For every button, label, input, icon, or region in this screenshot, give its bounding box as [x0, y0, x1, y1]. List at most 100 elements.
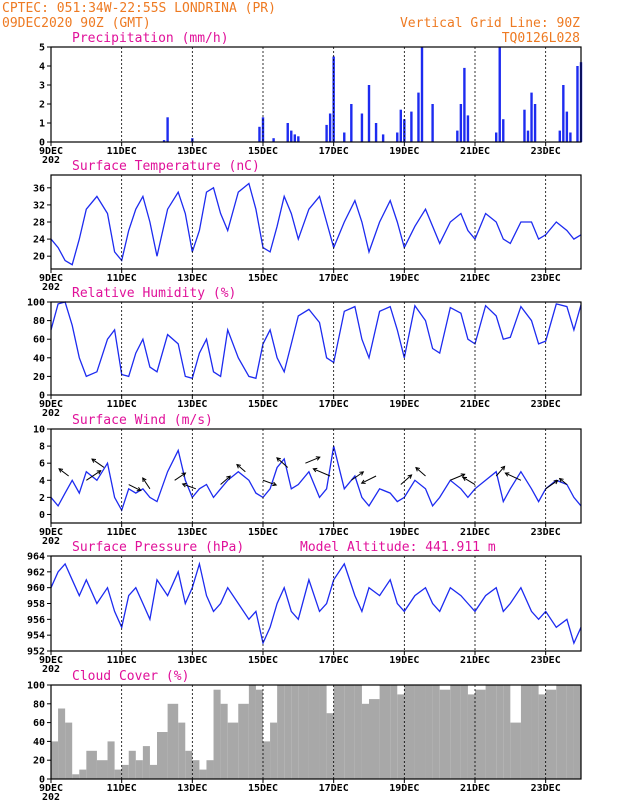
wind-arrow-head [360, 479, 366, 484]
precip-bar [431, 104, 434, 142]
cloud-bar [255, 689, 263, 779]
cloud-bar [277, 685, 285, 779]
y-tick-label: 60 [33, 335, 45, 346]
wind-arrow [305, 456, 321, 464]
wind-arrow-shaft [361, 475, 377, 484]
wind-arrow [450, 473, 466, 481]
y-tick-label: 2 [39, 493, 45, 504]
wind-arrow-shaft [495, 466, 505, 477]
precip-bar [360, 113, 364, 142]
y-tick-label: 100 [27, 681, 45, 692]
cloud-bar [167, 703, 179, 779]
wind-arrow-shaft [305, 456, 320, 464]
precip-bar [258, 126, 261, 142]
wind-arrow-shaft [415, 467, 426, 477]
panel-title: Cloud Cover (%) [72, 669, 189, 684]
precip-bar [325, 124, 328, 142]
x-tick-label: 11DEC [107, 146, 137, 157]
wind-arrow [558, 477, 568, 485]
precip-bar [396, 132, 399, 142]
y-tick-label: 80 [33, 699, 45, 710]
cloud-bar [404, 685, 415, 779]
wind-arrow-head [460, 473, 466, 478]
x-tick-year-label: 202 [42, 536, 60, 547]
wind-arrow-head [181, 482, 187, 488]
wind-arrow-shaft [58, 468, 69, 477]
x-tick-label: 15DEC [248, 527, 278, 538]
wind-arrow-shaft [505, 472, 522, 481]
wind-arrow [181, 482, 197, 490]
x-tick-label: 11DEC [107, 399, 137, 410]
cloud-bar [485, 685, 497, 779]
cloud-bar [206, 760, 214, 779]
y-tick-label: 100 [27, 298, 45, 309]
panel-precipitation: 0 1 2 3 4 5 9DEC 11DEC 13DEC 15DEC 17DEC 19DEC 21DEC… [39, 31, 583, 166]
pressure-line [50, 561, 582, 646]
precip-bar [533, 104, 537, 142]
x-tick-label: 23DEC [531, 146, 561, 157]
x-tick-label: 13DEC [177, 783, 207, 794]
cloud-bar [496, 685, 504, 779]
wind-arrow-head [181, 472, 187, 477]
cloud-bar [51, 741, 59, 779]
humidity-line [50, 301, 582, 380]
precip-bar [420, 47, 424, 142]
precip-bar [297, 136, 300, 142]
cloud-bar [227, 722, 239, 779]
x-tick-label: 11DEC [107, 527, 137, 538]
x-tick-label: 13DEC [177, 146, 207, 157]
cloud-bar [510, 722, 521, 779]
panel-title: Relative Humidity (%) [72, 286, 236, 301]
header: CPTEC: 051:34W-22:55S LONDRINA (PR) 09DE… [2, 1, 580, 46]
cloud-bar [390, 685, 398, 779]
cloud-bar [556, 685, 567, 779]
precip-bar [374, 123, 378, 142]
precip-bar [569, 132, 572, 142]
cloud-bar [503, 685, 511, 779]
x-tick-label: 9DEC [39, 399, 63, 410]
wind-arrow-head [58, 468, 64, 473]
precip-bar [558, 130, 561, 142]
y-tick-label: 28 [33, 218, 45, 229]
wind-arrow-shaft [400, 474, 412, 485]
y-tick-label: 36 [33, 183, 45, 194]
wind-arrow [58, 468, 69, 477]
cloud-bar [121, 764, 129, 779]
y-tick-label: 8 [39, 442, 45, 453]
precip-bar [381, 134, 385, 142]
y-tick-label: 3 [39, 81, 45, 92]
x-tick-label: 19DEC [389, 655, 419, 666]
cloud-bar [107, 741, 115, 779]
y-tick-label: 964 [27, 552, 45, 563]
wind-arrow-shaft [351, 471, 364, 481]
y-tick-label: 952 [27, 647, 45, 658]
wind-arrow-shaft [91, 458, 105, 468]
cloud-bar [450, 685, 461, 779]
x-tick-label: 17DEC [319, 273, 349, 284]
wind-arrow-shaft [262, 479, 277, 486]
cloud-bar [432, 685, 440, 779]
y-tick-label: 20 [33, 372, 45, 383]
x-tick-label: 15DEC [248, 399, 278, 410]
y-tick-label: 4 [39, 476, 45, 487]
cloud-bar [72, 774, 80, 779]
panel-title: Precipitation (mm/h) [72, 31, 229, 46]
x-tick-label: 21DEC [460, 273, 490, 284]
y-tick-label: 20 [33, 252, 45, 263]
precip-bar [410, 111, 413, 142]
cloud-bar [248, 685, 256, 779]
wind-arrow-shaft [182, 483, 197, 490]
plot-area [51, 302, 581, 395]
wind-arrow-head [276, 457, 281, 462]
y-tick-label: 6 [39, 459, 45, 470]
wind-arrow-shaft [128, 484, 141, 491]
x-tick-label: 15DEC [248, 783, 278, 794]
wind-arrow-shaft [220, 475, 231, 485]
wind-arrow-head [96, 470, 102, 475]
x-tick-label: 15DEC [248, 655, 278, 666]
panel-temperature: 20 24 28 32 36 9DEC 11DEC 13DEC 15DEC 17DEC 19DEC 2… [33, 159, 582, 293]
plot-area [51, 47, 581, 142]
cloud-bar [333, 685, 345, 779]
wind-arrow [495, 465, 506, 477]
cloud-bar [238, 703, 249, 779]
